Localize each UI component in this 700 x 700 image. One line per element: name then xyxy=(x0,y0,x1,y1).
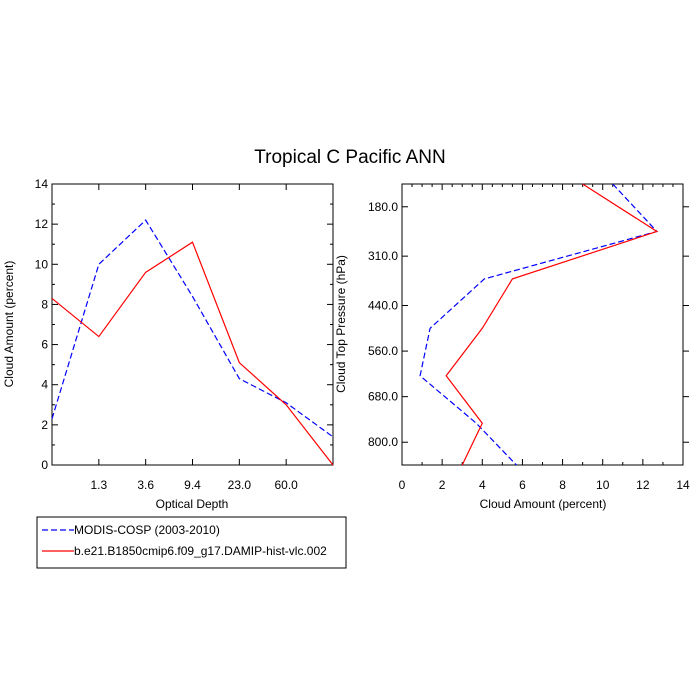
right-x-tick-label: 6 xyxy=(519,478,526,492)
right-x-tick-label: 4 xyxy=(479,478,486,492)
right-x-tick-label: 2 xyxy=(439,478,446,492)
right-plot-frame xyxy=(401,183,684,466)
left-series xyxy=(51,219,334,466)
left-y-tick-label: 0 xyxy=(41,458,48,472)
left-x-tick-label: 23.0 xyxy=(228,478,252,492)
left-y-axis-label: Cloud Amount (percent) xyxy=(2,261,16,388)
right-y-tick-label: 680.0 xyxy=(368,390,398,404)
right-series-model-line xyxy=(445,183,659,466)
legend-model-label: b.e21.B1850cmip6.f09_g17.DAMIP-hist-vlc.… xyxy=(74,544,327,558)
left-x-tick-label: 60.0 xyxy=(274,478,298,492)
right-y-tick-label: 560.0 xyxy=(368,344,398,358)
right-y-axis-label: Cloud Top Pressure (hPa) xyxy=(334,255,348,393)
left-ticks: 0 2 4 6 8 10 12 14 1.3 3.6 9.4 23.0 60.0 xyxy=(35,177,333,492)
right-ticks: 0 2 4 6 8 10 12 14 180.0 310.0 440.0 560.0 680.0 800.… xyxy=(368,184,690,492)
left-y-tick-label: 14 xyxy=(35,177,49,191)
right-panel: 0 2 4 6 8 10 12 14 180.0 310.0 440.0 560.0 680.0 800.… xyxy=(334,183,690,511)
left-panel: 0 2 4 6 8 10 12 14 1.3 3.6 9.4 23.0 60.0 Optical Dep… xyxy=(2,177,334,511)
left-y-tick-label: 4 xyxy=(41,378,48,392)
right-x-tick-label: 14 xyxy=(676,478,690,492)
left-x-tick-label: 1.3 xyxy=(90,478,107,492)
right-y-tick-label: 440.0 xyxy=(368,299,398,313)
right-x-axis-label: Cloud Amount (percent) xyxy=(480,497,607,511)
left-y-tick-label: 12 xyxy=(35,217,49,231)
right-y-tick-label: 310.0 xyxy=(368,249,398,263)
left-x-tick-label: 3.6 xyxy=(137,478,154,492)
left-y-tick-label: 8 xyxy=(41,297,48,311)
left-x-tick-label: 9.4 xyxy=(184,478,201,492)
left-y-tick-label: 2 xyxy=(41,418,48,432)
legend-modis-label: MODIS-COSP (2003-2010) xyxy=(74,523,220,537)
chart-title: Tropical C Pacific ANN xyxy=(254,147,445,168)
left-y-tick-label: 10 xyxy=(35,257,49,271)
right-x-tick-label: 0 xyxy=(399,478,406,492)
right-y-tick-label: 180.0 xyxy=(368,200,398,214)
legend: MODIS-COSP (2003-2010) b.e21.B1850cmip6.… xyxy=(36,516,347,569)
left-plot-frame xyxy=(51,183,334,466)
left-x-axis-label: Optical Depth xyxy=(156,497,229,511)
legend-box xyxy=(36,516,347,569)
left-series-model-line xyxy=(51,241,334,466)
right-x-tick-label: 10 xyxy=(596,478,610,492)
right-x-tick-label: 8 xyxy=(559,478,566,492)
right-x-tick-label: 12 xyxy=(636,478,650,492)
right-series-modis-line xyxy=(419,183,659,466)
left-y-tick-label: 6 xyxy=(41,338,48,352)
left-series-modis-line xyxy=(51,219,334,438)
right-y-tick-label: 800.0 xyxy=(368,435,398,449)
right-series xyxy=(419,183,659,466)
